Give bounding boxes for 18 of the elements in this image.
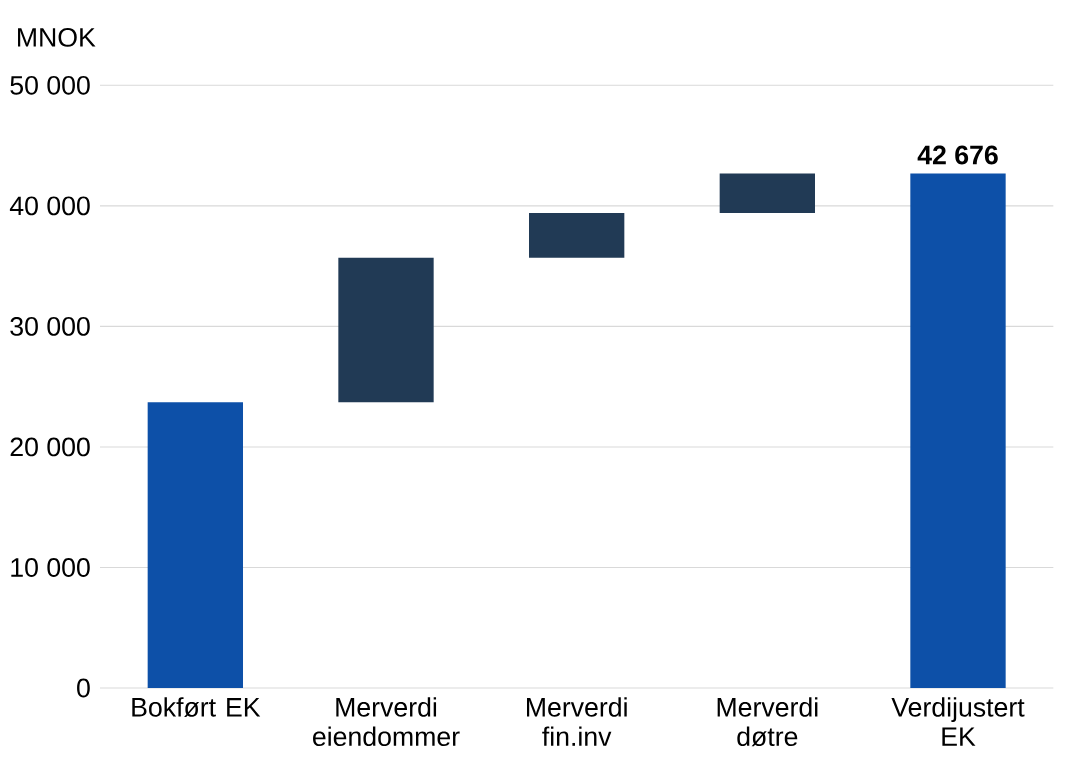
y-tick-label: 30 000 xyxy=(10,316,90,336)
bar xyxy=(338,257,434,403)
x-tick-label: Bokført EK xyxy=(132,697,261,717)
y-tick-label: 10 000 xyxy=(11,558,90,577)
x-tick-label: Merverdi døtre xyxy=(717,697,818,747)
x-tick-label: Merverdi fin.inv xyxy=(527,697,627,746)
x-tick-label: Verdijustert EK xyxy=(891,697,1025,746)
y-tick-label: 20 000 xyxy=(10,437,90,457)
data-label: 42 676 xyxy=(917,145,998,165)
bar xyxy=(910,173,1006,688)
bar xyxy=(719,173,815,214)
x-tick-label: Merverdi eiendommer xyxy=(313,697,460,747)
y-tick-label: 40 000 xyxy=(9,196,90,216)
y-tick-label: 50 000 xyxy=(10,75,90,95)
bar xyxy=(529,213,625,258)
y-tick-label: 0 xyxy=(77,678,90,698)
y-axis-title: MNOK xyxy=(18,27,96,47)
bar xyxy=(147,402,243,688)
